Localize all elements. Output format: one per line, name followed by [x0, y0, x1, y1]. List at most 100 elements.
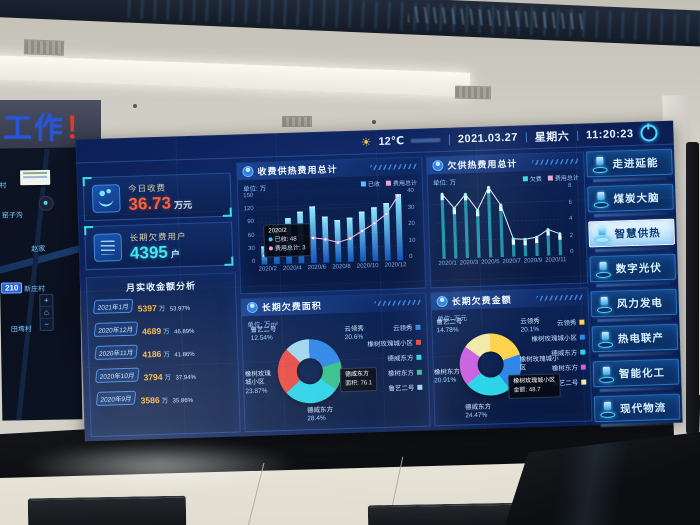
- axis-tick: 10: [408, 237, 416, 244]
- row-percent: 41.86%: [174, 351, 195, 359]
- legend-item[interactable]: 橡树玫瑰城小区: [367, 337, 422, 348]
- solar-icon: [594, 260, 612, 278]
- camera-marker-icon[interactable]: [38, 195, 54, 212]
- month-pill[interactable]: 2020年12月: [93, 321, 138, 337]
- month-pill[interactable]: 2020年11月: [94, 344, 139, 360]
- map-zoom-controls[interactable]: + ⌂ −: [39, 293, 54, 332]
- stat-value: 36.73: [128, 193, 172, 214]
- hatch-decoration: [374, 299, 421, 307]
- arrears-area-donut-chart[interactable]: [276, 338, 343, 405]
- x-axis: 2020/1 2020/3 2020/5 2020/7 2020/9 2020/11: [438, 257, 567, 268]
- legend-item[interactable]: 云领秀: [367, 322, 421, 334]
- ceiling-vent: [282, 116, 312, 127]
- clock: 11:20:23: [585, 127, 634, 141]
- stat-card-today-income: 今日收费 36.73 万元: [82, 172, 232, 222]
- menu-subtitle: [599, 386, 674, 393]
- axis-tick: 0: [409, 253, 413, 261]
- row-percent: 35.86%: [172, 397, 194, 405]
- person-badge-icon: [242, 165, 254, 178]
- chart-legend[interactable]: 欠费 费用总计: [522, 173, 579, 184]
- zoom-out-button[interactable]: −: [44, 319, 50, 329]
- sidebar-item-smart-heating[interactable]: 智慧供热: [588, 218, 676, 248]
- panel-header: 欠供热费用总计: [427, 152, 584, 175]
- sprinkler: [372, 120, 376, 124]
- axis-tick: 30: [248, 245, 256, 252]
- arrears-area-panel: 长期欠费面积 单位: 万m² 鲁艺二号 12.54% 云领秀 20.6% 橡树玫瑰城…: [240, 292, 431, 433]
- row-percent: 53.97%: [169, 305, 191, 313]
- enterprise-icon: [591, 155, 609, 173]
- sidebar-item-cogeneration[interactable]: 热电联产: [591, 323, 679, 353]
- legend-item: 欠费: [522, 174, 542, 184]
- gis-map-panel[interactable]: 沟村 窑子沟 赵家 新庄村 田塆村 210 + ⌂ −: [0, 147, 83, 421]
- arrears-amount-panel: 长期欠费金额 单位: 万元 鲁艺二号 14.78% 云领秀 20.1% 橡树东方 20…: [430, 287, 593, 427]
- stat-unit: 户: [170, 249, 181, 260]
- home-button[interactable]: ⌂: [40, 306, 53, 319]
- sidebar-item-solar[interactable]: 数字光伏: [589, 253, 677, 283]
- slice-callout: 鲁艺二号 14.78%: [436, 318, 463, 335]
- line-chart[interactable]: [436, 183, 567, 260]
- sidebar-item-wind[interactable]: 风力发电: [590, 288, 678, 318]
- panel-header: 长期欠费面积: [241, 293, 426, 317]
- legend-item: 费用总计: [385, 178, 417, 188]
- power-icon[interactable]: [640, 124, 658, 142]
- dashboard-screen: ☀ 12℃ | 2021.03.27 | 星期六 | 11:20:23 ✕ 今日…: [75, 120, 683, 442]
- map-info-popup[interactable]: [20, 169, 51, 186]
- map-label: 沟村: [0, 182, 7, 190]
- person-badge-icon: [246, 301, 258, 314]
- row-percent: 37.94%: [175, 374, 196, 382]
- month-pill[interactable]: 2020年10月: [95, 367, 140, 383]
- donut-hole: [295, 357, 324, 386]
- donut-hole: [477, 351, 505, 378]
- stat-title: 长期欠费用户: [129, 231, 187, 243]
- monitor-back: [27, 495, 187, 525]
- chart-legend[interactable]: 已收 费用总计: [360, 178, 417, 189]
- slice-callout: 鲁艺二号 12.54%: [250, 326, 277, 343]
- zoom-in-button[interactable]: +: [40, 294, 53, 307]
- speaker-column: [686, 142, 699, 434]
- arrears-users-icon: [93, 233, 123, 262]
- hatch-decoration: [370, 163, 417, 171]
- sidebar-item-logistics[interactable]: 现代物流: [593, 393, 681, 423]
- map-label: 窑子沟: [1, 212, 23, 220]
- axis-tick: 2: [569, 232, 574, 239]
- panel-title: 欠供热费用总计: [447, 158, 518, 171]
- axis-tick: 0: [251, 258, 256, 265]
- menu-subtitle: [597, 316, 672, 323]
- map-label: 赵家: [31, 245, 46, 254]
- separator: |: [447, 133, 452, 146]
- sidebar-item-chemical[interactable]: 智能化工: [592, 358, 680, 388]
- axis-tick: 90: [247, 219, 255, 226]
- slice-callout: 橡树东方 20.91%: [433, 368, 461, 385]
- date: 2021.03.27: [457, 131, 519, 145]
- hatch-decoration: [532, 158, 579, 166]
- road-badge: 210: [0, 282, 23, 294]
- menu-subtitle: [598, 351, 673, 358]
- menu-subtitle: [592, 176, 667, 183]
- stat-title: 今日收费: [127, 182, 167, 194]
- sidebar-item-enterprise[interactable]: 走进延能: [586, 148, 673, 178]
- ceiling-vent: [23, 39, 65, 56]
- axis-tick: 30: [407, 204, 415, 211]
- y-axis-left: 150 120 90 60 30 0: [240, 193, 255, 265]
- map-label: 新庄村: [24, 285, 46, 294]
- panel-title: 收费供热费用总计: [257, 164, 338, 177]
- ceiling-vent: [454, 85, 492, 100]
- axis-tick: 20: [408, 220, 416, 228]
- table-row[interactable]: 2020年9月 3586 万 35.86%: [90, 382, 239, 410]
- sidebar-item-coal-brain[interactable]: 煤炭大脑: [587, 183, 674, 213]
- month-pill[interactable]: 2020年9月: [95, 390, 137, 406]
- y-axis-right: 8 6 4 2 0: [568, 183, 582, 255]
- stat-unit: 万元: [173, 199, 193, 211]
- person-badge-icon: [432, 159, 444, 172]
- coal-brain-icon: [592, 190, 610, 208]
- menu-subtitle: [594, 211, 669, 218]
- axis-tick: 120: [243, 206, 254, 213]
- panel-header: 收费供热费用总计: [237, 157, 422, 181]
- month-pill[interactable]: 2021年1月: [92, 298, 134, 315]
- ceiling-light: [0, 55, 471, 97]
- logistics-icon: [599, 400, 617, 418]
- axis-tick: 150: [243, 192, 254, 200]
- led-ticker-strip: [0, 0, 700, 48]
- legend-item[interactable]: 德威东方: [368, 352, 422, 364]
